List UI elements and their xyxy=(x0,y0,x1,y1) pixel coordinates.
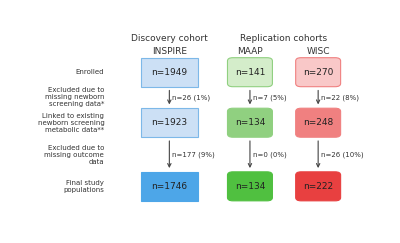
Text: Discovery cohort: Discovery cohort xyxy=(131,34,208,43)
Text: n=1923: n=1923 xyxy=(151,118,188,127)
Text: n=26 (10%): n=26 (10%) xyxy=(321,151,364,158)
Text: Excluded due to
missing newborn
screening data*: Excluded due to missing newborn screenin… xyxy=(45,87,104,107)
Text: Linked to existing
newborn screening
metabolic data**: Linked to existing newborn screening met… xyxy=(38,113,104,133)
FancyBboxPatch shape xyxy=(228,58,272,87)
FancyBboxPatch shape xyxy=(228,108,272,137)
Text: WISC: WISC xyxy=(306,47,330,56)
Text: Enrolled: Enrolled xyxy=(76,69,104,75)
FancyBboxPatch shape xyxy=(141,172,198,201)
FancyBboxPatch shape xyxy=(296,172,341,201)
Text: n=7 (5%): n=7 (5%) xyxy=(253,94,287,101)
Text: n=222: n=222 xyxy=(303,182,333,191)
Text: n=22 (8%): n=22 (8%) xyxy=(321,94,359,101)
Text: n=0 (0%): n=0 (0%) xyxy=(253,151,287,158)
FancyBboxPatch shape xyxy=(296,108,341,137)
Text: n=26 (1%): n=26 (1%) xyxy=(172,94,210,101)
Text: n=141: n=141 xyxy=(235,68,265,77)
Text: MAAP: MAAP xyxy=(237,47,263,56)
Text: INSPIRE: INSPIRE xyxy=(152,47,187,56)
FancyBboxPatch shape xyxy=(141,108,198,137)
Text: Final study
populations: Final study populations xyxy=(63,180,104,193)
FancyBboxPatch shape xyxy=(296,58,341,87)
Text: n=1949: n=1949 xyxy=(151,68,188,77)
Text: Excluded due to
missing outcome
data: Excluded due to missing outcome data xyxy=(44,145,104,165)
Text: n=134: n=134 xyxy=(235,182,265,191)
Text: n=134: n=134 xyxy=(235,118,265,127)
Text: Replication cohorts: Replication cohorts xyxy=(240,34,328,43)
Text: n=1746: n=1746 xyxy=(151,182,188,191)
Text: n=177 (9%): n=177 (9%) xyxy=(172,151,215,158)
FancyBboxPatch shape xyxy=(228,172,272,201)
Text: n=270: n=270 xyxy=(303,68,333,77)
Text: n=248: n=248 xyxy=(303,118,333,127)
FancyBboxPatch shape xyxy=(141,58,198,87)
